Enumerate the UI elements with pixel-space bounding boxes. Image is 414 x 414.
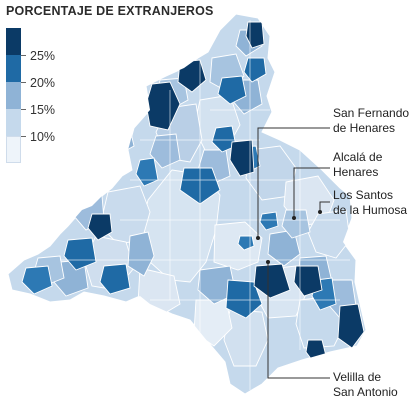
label-los-santos: Los Santos de la Humosa (333, 188, 408, 217)
municipalities (21, 20, 365, 390)
municipality (99, 263, 131, 295)
municipality (135, 157, 159, 187)
legend-label-20: 20% (30, 76, 56, 90)
municipality (243, 57, 267, 83)
municipality (293, 265, 323, 297)
label-velilla: Velilla de San Antonio (333, 370, 398, 399)
municipality (245, 21, 265, 49)
label-alcala: Alcalá de Henares (333, 150, 383, 179)
legend-swatch-25 (6, 28, 21, 55)
municipality (149, 133, 181, 169)
legend-swatch-20 (6, 55, 21, 82)
legend-swatch-10 (6, 109, 21, 136)
municipality (21, 265, 53, 295)
legend-label-25: 25% (30, 49, 56, 63)
legend-swatch-15 (6, 82, 21, 109)
legend-label-15: 15% (30, 103, 56, 117)
callout-leaders (257, 127, 330, 379)
municipality (281, 209, 311, 239)
municipality (197, 265, 237, 305)
municipality (253, 263, 291, 299)
municipality (87, 213, 113, 241)
municipality (177, 59, 207, 93)
municipality (127, 231, 155, 277)
municipality (217, 75, 247, 105)
municipality (259, 211, 279, 231)
municipality (337, 303, 365, 349)
callout-dots (256, 210, 322, 264)
map-title: PORCENTAJE DE EXTRANJEROS (6, 4, 214, 18)
municipality (63, 237, 97, 271)
municipality (95, 95, 123, 123)
label-san-fernando: San Fernando de Henares (333, 106, 410, 135)
municipality (223, 309, 269, 367)
legend-swatch-0 (6, 136, 21, 163)
legend-label-10: 10% (30, 130, 56, 144)
